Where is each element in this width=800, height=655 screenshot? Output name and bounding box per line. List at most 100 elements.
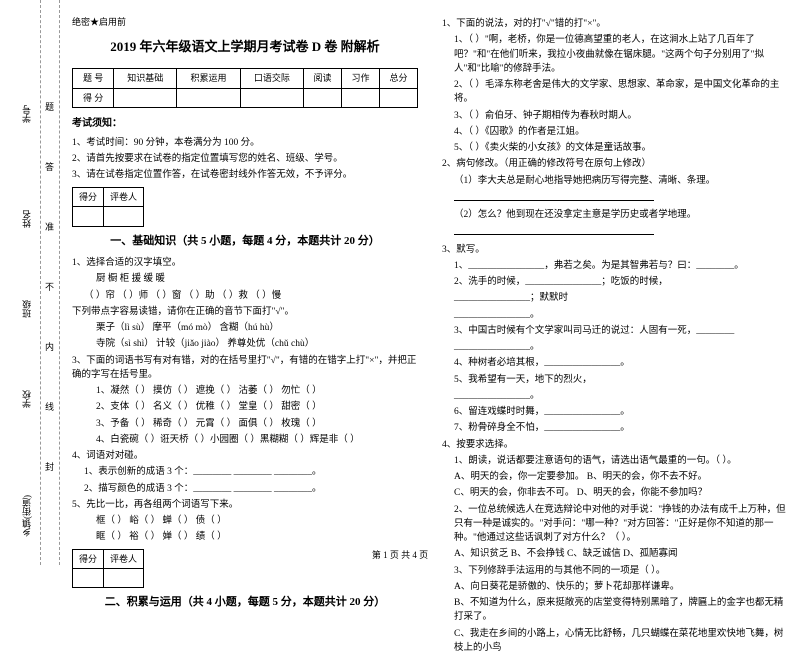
binding-margin: 乡镇(街道) 学校 班级 姓名 学号 封 线 内 不 准 答 题 bbox=[0, 0, 60, 565]
notice-item: 3、请在试卷指定位置作答，在试卷密封线外作答无效，不予评分。 bbox=[72, 168, 418, 182]
question: 3、默写。 bbox=[442, 243, 788, 257]
question-line: B、不知道为什么，原来挺敞亮的店堂变得特别黑暗了，牌匾上的金字也都无精打采了。 bbox=[442, 596, 788, 625]
question-line: （ ）帘 （ ）师 （ ）窗 （ ）助 （ ）救 （ ）慢 bbox=[72, 289, 418, 303]
question-line: A、向日葵花是骄傲的、快乐的；萝卜花却那样谦卑。 bbox=[442, 580, 788, 594]
question-line: 1、（ ）"啊，老桥，你是一位德高望重的老人，在这涧水上站了几百年了吧？"和"在… bbox=[442, 33, 788, 76]
bind-field-id: 学号 bbox=[20, 105, 33, 123]
cut-mark: 线 bbox=[45, 400, 54, 413]
exam-title: 2019 年六年级语文上学期月考试卷 D 卷 附解析 bbox=[72, 37, 418, 58]
question-line: 7、粉骨碎身全不怕，________________。 bbox=[442, 421, 788, 435]
cell bbox=[341, 88, 379, 107]
question-line: 6、留连戏蝶时时舞，________________。 bbox=[442, 405, 788, 419]
question-line: 2、支体（ ） 名义（ ） 优稚（ ） 堂皇（ ） 甜密（ ） bbox=[72, 400, 418, 414]
page-footer: 第 1 页 共 4 页 bbox=[0, 548, 800, 561]
cell: 知识基础 bbox=[114, 69, 177, 88]
question: 2、病句修改。（用正确的修改符号在原句上修改） bbox=[442, 157, 788, 171]
score-table: 题 号 知识基础 积累运用 口语交际 阅读 习作 总分 得 分 bbox=[72, 68, 418, 108]
question-line: 1、表示创新的成语 3 个：________ ________ ________… bbox=[72, 465, 418, 479]
cell: 习作 bbox=[341, 69, 379, 88]
question: 5、先比一比，再各组两个词语写下来。 bbox=[72, 498, 418, 512]
cell bbox=[379, 88, 417, 107]
cut-mark: 内 bbox=[45, 340, 54, 353]
question-line: 2、（ ）毛泽东称老舍是伟大的文学家、思想家、革命家，是中国文化革命的主将。 bbox=[442, 78, 788, 107]
exam-page: 乡镇(街道) 学校 班级 姓名 学号 封 线 内 不 准 答 题 绝密★启用前 … bbox=[0, 0, 800, 565]
question-line: C、明天的会，你非去不可。 D、明天的会，你能不参加吗？ bbox=[442, 486, 788, 500]
question: 1、下面的说法，对的打"√"错的打"×"。 bbox=[442, 17, 788, 31]
bind-field-name: 姓名 bbox=[20, 210, 33, 228]
question-line: 框（ ） 峪（ ） 蝉（ ） 债（ ） bbox=[72, 514, 418, 528]
cell: 题 号 bbox=[73, 69, 114, 88]
question-line: （1）李大夫总是耐心地指导她把病历写得完整、清晰、条理。 bbox=[442, 174, 788, 188]
part1-heading: 一、基础知识（共 5 小题，每题 4 分，本题共计 20 分） bbox=[72, 233, 418, 251]
cell bbox=[104, 568, 144, 587]
question-line: 1、凝然（ ） 摸仿（ ） 遮挽（ ） 沽萎（ ） 勿忙（ ） bbox=[72, 384, 418, 398]
question-line: 3、（ ）俞伯牙、钟子期相传为春秋时期人。 bbox=[442, 109, 788, 123]
question: 下列带点字容易读错，请你在正确的音节下面打"√"。 bbox=[72, 305, 418, 319]
bind-field-school: 学校 bbox=[20, 390, 33, 408]
cell bbox=[73, 568, 104, 587]
question-line: 4、白瓷碗（ ）诳天桥（ ）小园圈（ ）黑糊糊（ ）辉是非（ ） bbox=[72, 433, 418, 447]
question-line: 5、（ ）《卖火柴的小女孩》的文体是童话故事。 bbox=[442, 141, 788, 155]
cut-mark: 准 bbox=[45, 220, 54, 233]
question: 1、选择合适的汉字填空。 bbox=[72, 256, 418, 270]
question-line: 1、________________，弗若之矣。为是其智弗若与？曰：______… bbox=[442, 259, 788, 273]
cut-mark: 答 bbox=[45, 160, 54, 173]
cell: 积累运用 bbox=[177, 69, 240, 88]
question: 4、词语对对碰。 bbox=[72, 449, 418, 463]
cut-mark: 题 bbox=[45, 100, 54, 113]
left-column: 绝密★启用前 2019 年六年级语文上学期月考试卷 D 卷 附解析 题 号 知识… bbox=[60, 0, 430, 565]
question-line: A、明天的会，你一定要参加。 B、明天的会，你不去不好。 bbox=[442, 470, 788, 484]
part2-heading: 二、积累与运用（共 4 小题，每题 5 分，本题共计 20 分） bbox=[72, 594, 418, 612]
cell: 得 分 bbox=[73, 88, 114, 107]
secrecy-mark: 绝密★启用前 bbox=[72, 15, 418, 29]
grade-box: 得分评卷人 bbox=[72, 187, 144, 227]
bind-field-class: 班级 bbox=[20, 300, 33, 318]
cell bbox=[73, 207, 104, 226]
cut-mark: 不 bbox=[45, 280, 54, 293]
question-line: 3、予备（ ） 稀奇（ ） 元霄（ ） 面俱（ ） 枚瑰（ ） bbox=[72, 417, 418, 431]
question-line: 眶（ ） 裕（ ） 婵（ ） 绩（ ） bbox=[72, 530, 418, 544]
question-line: ________________。 bbox=[442, 389, 788, 403]
cell: 阅读 bbox=[303, 69, 341, 88]
question-line: 2、一位总统候选人在竞选辩论中对他的对手说："挣钱的办法有成千上万种，但只有一种… bbox=[442, 503, 788, 546]
question-line: 寺院（sì shì） 计较（jiǎo jiào） 养尊处优（chǔ chù） bbox=[72, 337, 418, 351]
cut-mark: 封 bbox=[45, 460, 54, 473]
question-line: 厨 橱 柜 援 缓 暖 bbox=[72, 272, 418, 286]
question-line: ________________；默默时 bbox=[442, 291, 788, 305]
content-area: 绝密★启用前 2019 年六年级语文上学期月考试卷 D 卷 附解析 题 号 知识… bbox=[60, 0, 800, 565]
cell: 得分 bbox=[73, 187, 104, 206]
question-line: 栗子（lì sù） 摩平（mó mò） 含糊（hú hù） bbox=[72, 321, 418, 335]
question-line: 3、下列修辞手法运用的与其他不同的一项是（ ）。 bbox=[442, 564, 788, 578]
bind-field-township: 乡镇(街道) bbox=[20, 495, 33, 537]
question-line: 1、朗读，说话都要注意语句的语气，请选出语气最重的一句。（ ）。 bbox=[442, 454, 788, 468]
question-line: 4、（ ）《囚歌》的作者是江姐。 bbox=[442, 125, 788, 139]
cell: 总分 bbox=[379, 69, 417, 88]
question: 3、下面的词语书写有对有错，对的在括号里打"√"，有错的在错字上打"×"，并把正… bbox=[72, 354, 418, 383]
cell: 评卷人 bbox=[104, 187, 144, 206]
question-line: C、我走在乡间的小路上，心情无比舒畅，几只蝴蝶在菜花地里欢快地飞舞，树枝上的小鸟 bbox=[442, 627, 788, 655]
blank-line bbox=[442, 190, 788, 206]
question-line: 4、种树者必培其根，________________。 bbox=[442, 356, 788, 370]
notice-item: 2、请首先按要求在试卷的指定位置填写您的姓名、班级、学号。 bbox=[72, 152, 418, 166]
question-line: 2、描写颜色的成语 3 个：________ ________ ________… bbox=[72, 482, 418, 496]
question-line: ________________。 bbox=[442, 308, 788, 322]
question-line: 3、中国古时候有个文学家叫司马迁的说过：人固有一死，________ bbox=[442, 324, 788, 338]
table-row: 题 号 知识基础 积累运用 口语交际 阅读 习作 总分 bbox=[73, 69, 418, 88]
notice-item: 1、考试时间：90 分钟，本卷满分为 100 分。 bbox=[72, 136, 418, 150]
cell bbox=[303, 88, 341, 107]
question-line: 5、我希望有一天，地下的烈火， bbox=[442, 373, 788, 387]
binding-dashed-line bbox=[40, 0, 41, 565]
cell: 口语交际 bbox=[240, 69, 303, 88]
question-line: （2）怎么？他到现在还没拿定主意是学历史或者学地理。 bbox=[442, 208, 788, 222]
notice-title: 考试须知： bbox=[72, 116, 418, 132]
table-row: 得 分 bbox=[73, 88, 418, 107]
cell bbox=[177, 88, 240, 107]
question-line: 2、洗手的时候，________________；吃饭的时候， bbox=[442, 275, 788, 289]
right-column: 1、下面的说法，对的打"√"错的打"×"。 1、（ ）"啊，老桥，你是一位德高望… bbox=[430, 0, 800, 565]
blank-line bbox=[442, 224, 788, 240]
question: 4、按要求选择。 bbox=[442, 438, 788, 452]
cell bbox=[240, 88, 303, 107]
cell bbox=[104, 207, 144, 226]
cell bbox=[114, 88, 177, 107]
question-line: ________________。 bbox=[442, 340, 788, 354]
